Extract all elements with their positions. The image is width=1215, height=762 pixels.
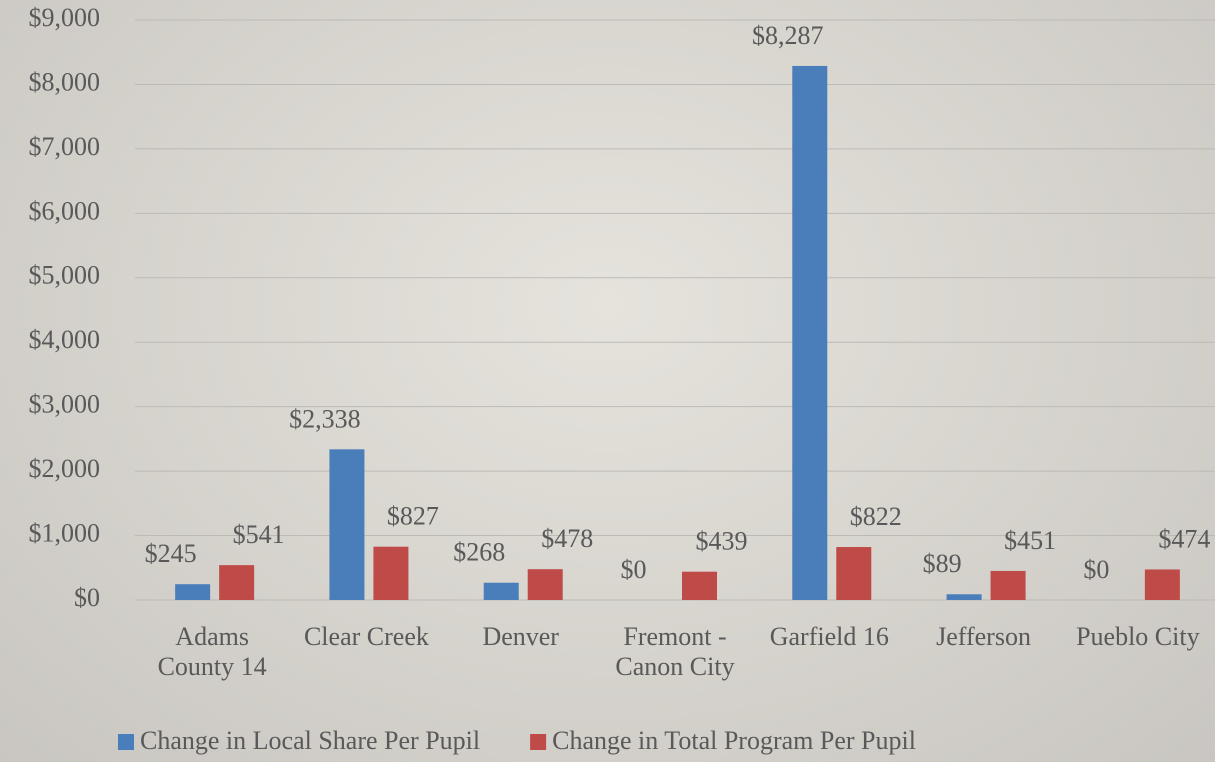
data-label: $541 <box>233 520 285 549</box>
data-label: $89 <box>923 549 962 578</box>
bar <box>836 547 872 600</box>
legend-swatch <box>118 734 134 750</box>
data-label: $8,287 <box>752 21 824 50</box>
x-tick-label: Clear Creek <box>303 622 429 651</box>
y-tick-label: $9,000 <box>29 3 101 32</box>
y-tick-label: $8,000 <box>29 67 101 96</box>
data-label: $2,338 <box>289 404 361 433</box>
x-tick-label: Adams County 14 <box>157 622 267 681</box>
bar <box>990 570 1026 600</box>
legend-swatch <box>530 734 547 750</box>
x-tick-label: Jefferson <box>936 622 1031 651</box>
bar <box>219 565 255 600</box>
bar <box>682 571 717 600</box>
y-tick-label: $1,000 <box>29 519 101 548</box>
legend-label: Change in Local Share Per Pupil <box>140 726 480 755</box>
y-tick-label: $0 <box>74 583 100 612</box>
x-tick-label: Denver <box>482 622 559 651</box>
y-tick-label: $5,000 <box>29 261 101 290</box>
x-tick-label: Garfield 16 <box>769 622 889 651</box>
y-tick-label: $2,000 <box>29 454 101 483</box>
bar <box>792 65 828 600</box>
data-label: $0 <box>621 555 647 584</box>
data-label: $451 <box>1004 526 1056 555</box>
data-label: $268 <box>453 538 505 567</box>
data-label: $478 <box>541 524 593 553</box>
bar <box>373 546 409 600</box>
data-label: $474 <box>1158 524 1210 553</box>
x-tick-label: Fremont - Canon City <box>615 622 735 681</box>
y-tick-label: $6,000 <box>29 196 101 225</box>
bar <box>527 569 563 600</box>
data-label: $439 <box>696 527 748 556</box>
bar <box>483 582 519 600</box>
bar <box>329 449 365 600</box>
bar <box>946 594 982 600</box>
y-tick-label: $3,000 <box>29 390 101 419</box>
y-tick-label: $4,000 <box>29 325 101 354</box>
data-label: $827 <box>387 502 439 531</box>
bar <box>1144 569 1180 600</box>
legend-label: Change in Total Program Per Pupil <box>552 726 916 755</box>
bar <box>175 584 211 600</box>
y-tick-label: $7,000 <box>29 132 101 161</box>
data-label: $822 <box>850 502 902 531</box>
x-tick-label: Pueblo City <box>1076 622 1200 651</box>
data-label: $245 <box>145 539 197 568</box>
data-label: $0 <box>1083 555 1109 584</box>
